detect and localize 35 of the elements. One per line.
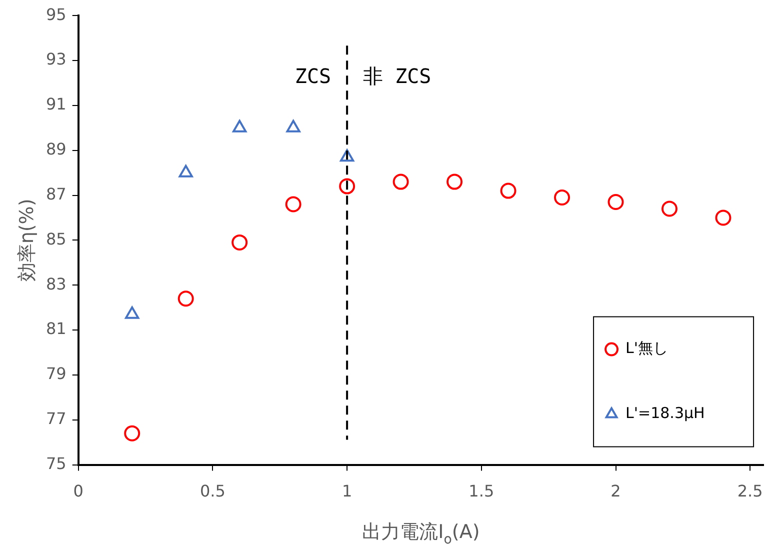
- legend-label: L'=18.3μH: [626, 404, 705, 422]
- x-tick-label: 1.5: [468, 482, 494, 501]
- x-tick-label: 0: [73, 482, 84, 501]
- point: [446, 174, 463, 190]
- point: [124, 425, 140, 442]
- legend-label: L'無し: [626, 339, 668, 358]
- x-tick-label: 1: [342, 482, 352, 501]
- point: [661, 200, 678, 217]
- y-tick-label: 85: [46, 229, 66, 248]
- point: [178, 290, 194, 307]
- annotation: ZCS: [294, 64, 332, 88]
- point: [715, 210, 732, 226]
- y-tick-label: 91: [46, 94, 66, 114]
- point: [340, 149, 354, 162]
- x-tick-label: 2.5: [737, 482, 763, 501]
- annotation: 非 ZCS: [363, 64, 432, 88]
- y-tick-label: 79: [46, 364, 66, 384]
- point: [232, 234, 248, 250]
- y-axis-title: 効率η(%): [16, 198, 38, 282]
- point: [608, 194, 624, 210]
- point: [554, 190, 570, 206]
- y-tick-label: 95: [46, 4, 66, 24]
- y-tick-label: 81: [46, 319, 66, 338]
- x-tick-label: 0.5: [200, 482, 226, 501]
- point: [339, 178, 356, 194]
- x-tick-label: 2: [610, 482, 621, 501]
- point: [392, 174, 409, 190]
- y-tick-label: 77: [46, 409, 66, 428]
- y-tick-label: 75: [46, 454, 66, 473]
- point: [500, 182, 516, 199]
- y-tick-label: 87: [46, 184, 66, 204]
- point: [285, 196, 302, 212]
- y-tick-label: 89: [46, 140, 66, 159]
- y-tick-label: 93: [46, 50, 66, 69]
- y-tick-label: 83: [46, 274, 66, 294]
